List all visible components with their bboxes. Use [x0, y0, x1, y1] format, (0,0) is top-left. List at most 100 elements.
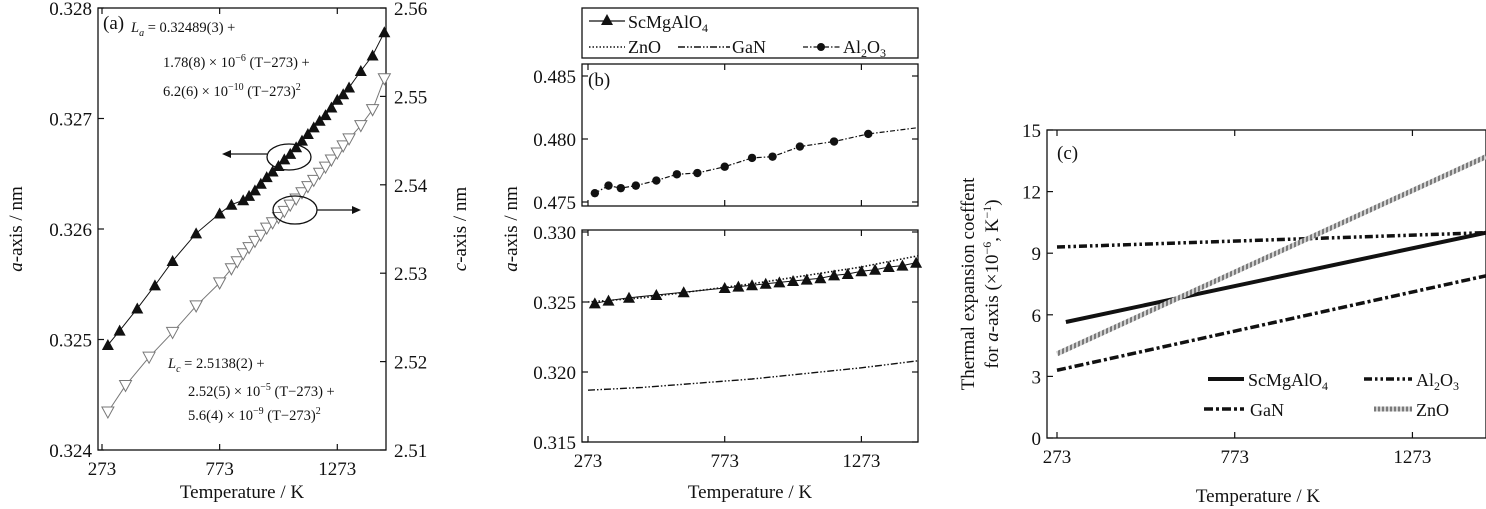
a-axis-series-line — [107, 32, 385, 346]
legend-b-gan: GaN — [732, 37, 766, 57]
c-axis-point — [165, 326, 180, 340]
panel-b-bottom-ytick-label: 0.330 — [533, 223, 576, 244]
panel-c-ylabel-line1: Thermal expansion coeffent — [958, 177, 979, 391]
panel-c-ytick-label: 15 — [1022, 121, 1041, 142]
al2o3-point — [631, 181, 641, 190]
panel-c: 273 773 1273 0 3 6 9 12 15 (c) ScMgAlO4 Al2O3 Ga… — [958, 121, 1486, 507]
a-axis-point — [260, 171, 273, 183]
panel-b-bottom-ytick-label: 0.325 — [533, 293, 576, 314]
panel-b-top-ytick-label: 0.475 — [533, 193, 576, 214]
panel-b-ylabel: a-axis / nm — [501, 186, 522, 272]
a-axis-point — [319, 109, 332, 121]
al2o3-series-line — [594, 127, 919, 194]
c-axis-point — [101, 406, 115, 420]
legend-c-zno: ZnO — [1416, 400, 1449, 420]
la-equation-line3: 6.2(6) × 10−10 (T−273)2 — [163, 82, 301, 100]
a-axis-point — [301, 127, 314, 139]
panel-c-ytick-label: 0 — [1032, 429, 1042, 450]
al2o3-point — [829, 137, 839, 146]
al2o3-point — [747, 153, 757, 163]
scmgalo4-point — [602, 294, 615, 306]
panel-b-xtick-label: 773 — [710, 451, 739, 472]
panel-a-ylabel: a-axis / nm — [6, 186, 27, 272]
a-axis-point — [254, 177, 267, 189]
panel-c-ytick-label: 12 — [1022, 183, 1041, 204]
panel-c-ytick-label: 3 — [1032, 367, 1042, 388]
lc-equation-line3: 5.6(4) × 10−9 (T−273)2 — [188, 406, 321, 424]
panel-a-series — [101, 26, 392, 420]
a-axis-point — [325, 101, 338, 113]
panel-a-y2label: c-axis / nm — [450, 187, 471, 272]
la-equation-line2: 1.78(8) × 10−6 (T−273) + — [163, 53, 310, 71]
panel-a-xlabel: Temperature / K — [180, 482, 305, 503]
c-axis-point — [318, 161, 333, 175]
al2o3-point — [652, 176, 661, 185]
scmgalo4-point — [800, 273, 813, 285]
c-axis-point — [330, 147, 345, 161]
a-axis-point — [284, 147, 297, 159]
panel-b: ScMgAlO4 ZnO GaN Al2O3 273 773 1273 0.475 0.… — [501, 7, 923, 503]
a-axis-point — [354, 64, 367, 76]
al2o3-point — [616, 183, 626, 193]
panel-a-xtick-label: 1273 — [318, 459, 356, 480]
panel-c-ytick-label: 6 — [1032, 306, 1042, 327]
scmgalo4-point — [746, 279, 759, 291]
panel-a-tag: (a) — [103, 13, 124, 34]
panel-b-top-ytick-label: 0.480 — [533, 130, 576, 151]
a-axis-point — [190, 227, 203, 239]
panel-a: 273 773 1273 0.324 0.325 0.326 0.327 0.328 2.51 2… — [6, 0, 471, 503]
c-axis-point — [306, 174, 321, 188]
a-axis-point — [366, 49, 379, 61]
legend-b-zno: ZnO — [628, 37, 661, 57]
right-arrow-icon — [352, 206, 361, 214]
panel-c-ylabel-line2: for a-axis (×10−6, K−1) — [980, 199, 1003, 368]
c-axis-point — [277, 205, 292, 219]
scmgalo4-point — [882, 261, 895, 272]
panel-b-series — [587, 127, 923, 391]
a-axis-point — [101, 339, 114, 351]
a-axis-point — [166, 255, 179, 267]
panel-b-top-frame — [581, 63, 919, 207]
panel-a-y2tick-label: 2.54 — [394, 176, 428, 197]
panel-b-bottom-ytick-label: 0.320 — [533, 363, 576, 384]
c-axis-point — [259, 222, 274, 236]
a-axis-point — [248, 184, 261, 196]
panel-a-y2tick-label: 2.53 — [394, 264, 427, 285]
la-equation-line1: La = 0.32489(3) + — [130, 20, 235, 39]
gan-series-line — [587, 360, 919, 391]
a-axis-point — [272, 160, 285, 172]
c-axis-point — [271, 212, 286, 225]
al2o3-series-line — [1056, 230, 1486, 249]
panel-b-legend: ScMgAlO4 ZnO GaN Al2O3 — [581, 7, 919, 60]
lc-equation-line1: Lc = 2.5138(2) + — [167, 356, 265, 375]
a-axis-point — [290, 141, 303, 153]
legend-al2o3-circle-icon — [817, 43, 825, 51]
c-axis-point — [324, 154, 339, 168]
panel-a-ytick-label: 0.328 — [49, 0, 92, 20]
panel-a-xtick-label: 273 — [88, 459, 117, 480]
panel-c-ticks: 273 773 1273 0 3 6 9 12 15 — [1022, 121, 1431, 468]
al2o3-point — [768, 152, 777, 161]
left-arrow-icon — [222, 150, 231, 158]
panel-a-y2tick-label: 2.51 — [394, 441, 427, 462]
panel-b-legend-box — [581, 7, 919, 59]
al2o3-point — [590, 188, 600, 198]
a-axis-point — [148, 279, 161, 291]
c-axis-point — [253, 229, 268, 243]
legend-c-al2o3: Al2O3 — [1416, 370, 1459, 393]
al2o3-point — [672, 170, 682, 179]
al2o3-point — [604, 181, 613, 190]
a-axis-point — [337, 88, 350, 100]
scmgalo4-point — [588, 297, 601, 309]
panel-a-ytick-label: 0.325 — [49, 331, 92, 352]
panel-b-xtick-label: 1273 — [842, 451, 880, 472]
a-axis-point — [307, 121, 320, 133]
scmgalo4-point — [787, 275, 800, 286]
c-axis-point — [283, 199, 298, 213]
c-axis-point — [365, 104, 380, 117]
scmgalo4-point — [814, 272, 827, 284]
c-axis-point — [295, 187, 309, 200]
a-axis-point — [237, 194, 250, 206]
c-axis-point — [353, 120, 368, 133]
